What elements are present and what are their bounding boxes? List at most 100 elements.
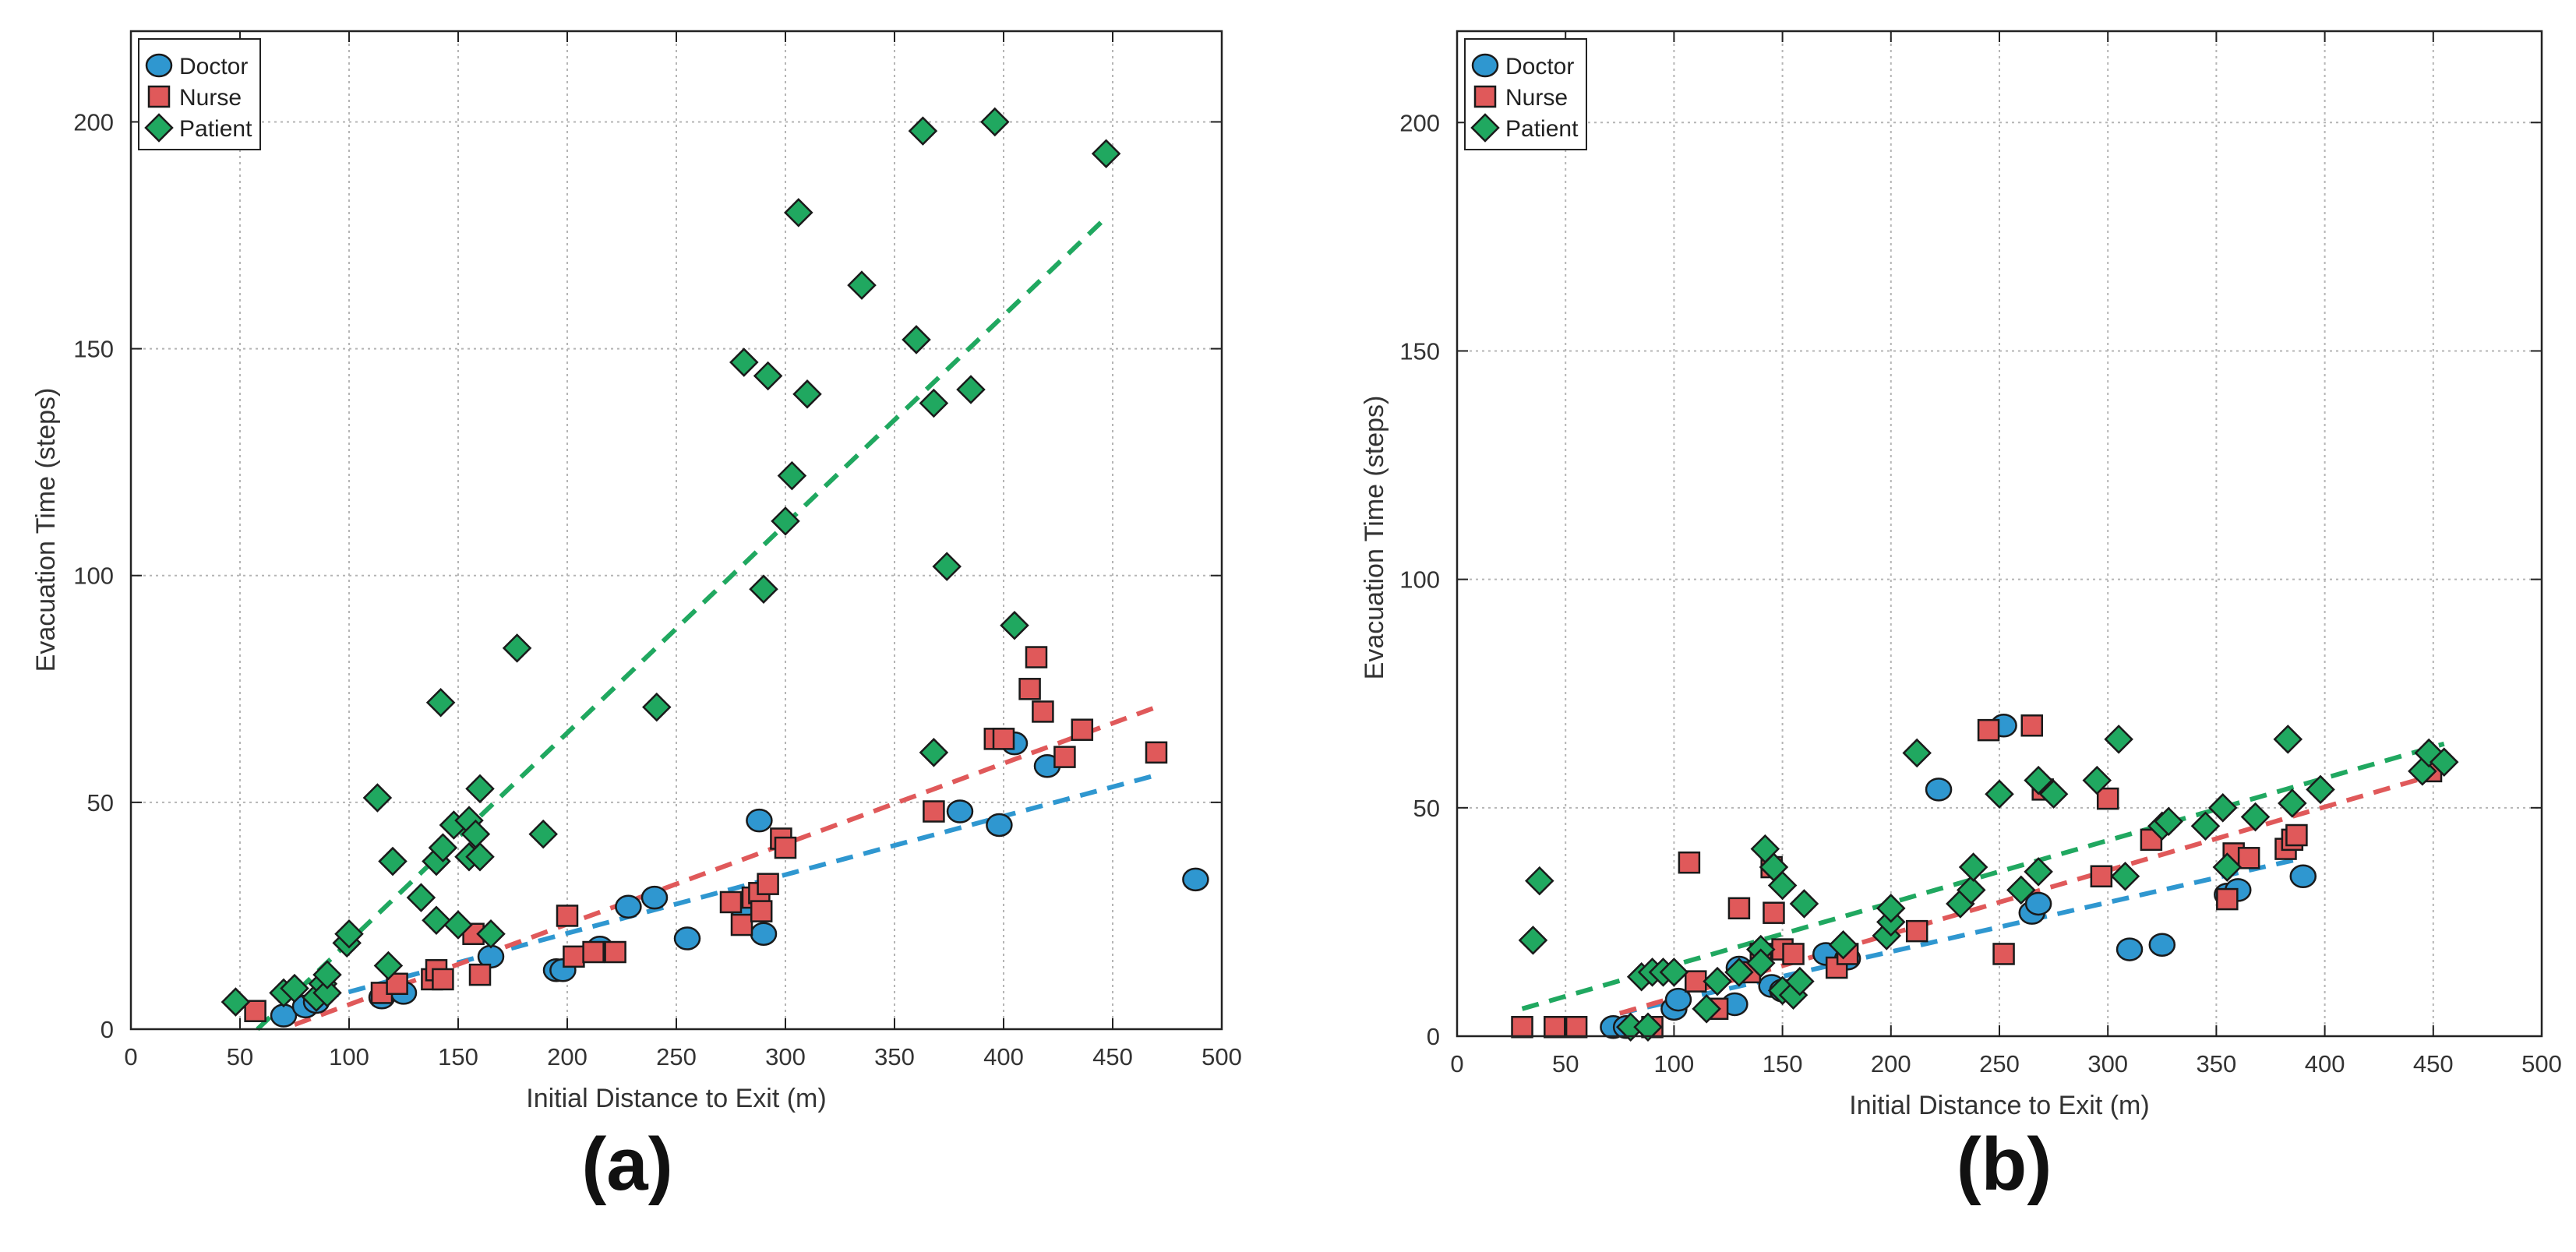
y-tick-label: 100: [73, 563, 114, 590]
x-tick-label: 500: [1202, 1043, 1242, 1070]
data-point-nurse: [1018, 678, 1041, 700]
data-point-patient: [1958, 852, 1988, 882]
x-tick-label: 400: [2305, 1050, 2345, 1077]
x-tick-label: 150: [1763, 1050, 1803, 1077]
data-point-doctor: [2115, 937, 2144, 961]
legend-marker-patient: [144, 113, 174, 143]
data-point-nurse: [992, 728, 1015, 750]
x-tick-label: 100: [1654, 1050, 1695, 1077]
data-point-nurse: [757, 873, 779, 895]
data-point-patient: [2024, 765, 2053, 795]
data-point-patient: [428, 833, 458, 862]
data-point-nurse: [1684, 970, 1707, 993]
data-point-doctor: [1182, 867, 1209, 892]
y-tick-label: 150: [73, 336, 114, 363]
data-point-patient: [792, 379, 822, 409]
x-tick-label: 200: [1871, 1050, 1911, 1077]
data-point-patient: [753, 361, 783, 391]
data-point-patient: [422, 905, 451, 936]
data-point-nurse: [1071, 718, 1094, 741]
legend-marker-nurse: [147, 85, 171, 108]
legend-label-nurse: Nurse: [179, 85, 242, 111]
x-tick-label: 400: [983, 1043, 1024, 1070]
data-point-patient: [2190, 811, 2221, 841]
y-tick-label: 150: [1399, 337, 1440, 365]
data-point-nurse: [1053, 746, 1076, 768]
data-point-patient: [476, 919, 506, 949]
data-point-patient: [465, 774, 495, 804]
data-point-patient: [221, 987, 251, 1017]
x-tick-label: 50: [227, 1043, 253, 1070]
x-tick-label: 0: [1450, 1050, 1463, 1077]
data-point-patient: [312, 978, 342, 1008]
data-point-patient: [2273, 725, 2303, 754]
data-point-patient: [362, 783, 393, 813]
data-point-patient: [1724, 958, 1754, 987]
chart-panel-b: 0 50 100 150 200 250 300 350 400 450 500 0 50 100 150 2…: [1360, 30, 2562, 1120]
trend-line-doctor: [1619, 855, 2304, 1016]
data-point-patient: [642, 692, 672, 722]
data-point-patient: [2154, 806, 2183, 837]
data-point-nurse: [1905, 919, 1928, 943]
data-point-patient: [2212, 852, 2243, 882]
data-point-doctor: [2024, 891, 2052, 916]
legend-label-doctor: Doctor: [1505, 54, 1574, 79]
data-point-patient: [425, 687, 456, 718]
data-point-nurse: [2237, 847, 2260, 869]
data-point-patient: [1985, 779, 2014, 809]
data-point-nurse: [774, 836, 797, 859]
x-tick-label: 150: [438, 1043, 478, 1070]
data-point-doctor: [946, 799, 974, 823]
legend: Doctor Nurse Patient: [1464, 38, 1587, 150]
legend-label-nurse: Nurse: [1505, 85, 1568, 111]
legend-marker-patient: [1470, 113, 1500, 143]
data-point-doctor: [2148, 933, 2176, 957]
data-point-nurse: [386, 972, 408, 996]
data-point-patient: [784, 198, 813, 227]
data-point-nurse: [923, 800, 945, 823]
data-point-nurse: [1565, 1016, 1588, 1039]
x-tick-label: 450: [1092, 1043, 1133, 1070]
legend-label-patient: Patient: [1505, 116, 1579, 142]
x-tick-label: 100: [329, 1043, 369, 1070]
data-point-patient: [1876, 894, 1906, 923]
x-tick-label: 250: [656, 1043, 697, 1070]
data-point-nurse: [2096, 787, 2119, 810]
x-axis-label: Initial Distance to Exit (m): [526, 1084, 826, 1113]
data-point-patient: [373, 950, 404, 981]
data-point-patient: [1518, 926, 1548, 955]
data-point-nurse: [1678, 851, 1701, 874]
data-point-doctor: [750, 922, 778, 946]
data-point-nurse: [2216, 887, 2239, 911]
data-point-patient: [1525, 866, 1554, 896]
data-point-patient: [729, 347, 759, 377]
series-nurse: [244, 646, 1168, 1022]
data-point-patient: [1091, 139, 1121, 168]
x-axis-label: Initial Distance to Exit (m): [1849, 1091, 2149, 1120]
legend-label-doctor: Doctor: [179, 54, 248, 79]
series-patient: [1518, 725, 2459, 1042]
data-point-doctor: [640, 885, 669, 910]
data-point-patient: [528, 819, 558, 849]
data-point-patient: [312, 960, 342, 989]
data-point-nurse: [1782, 943, 1805, 965]
data-point-doctor: [673, 926, 701, 950]
legend-marker-nurse: [1473, 85, 1497, 108]
data-point-patient: [1828, 929, 1858, 960]
x-tick-label: 300: [765, 1043, 806, 1070]
data-point-patient: [919, 388, 949, 418]
panel-label-a: (a): [581, 1123, 673, 1206]
data-point-patient: [1703, 966, 1732, 996]
trend-line-patient: [1521, 741, 2445, 1011]
series-patient: [221, 107, 1121, 1017]
data-point-nurse: [1977, 718, 2000, 742]
data-point-nurse: [1032, 700, 1054, 723]
data-point-nurse: [432, 968, 454, 991]
data-point-doctor: [746, 808, 773, 833]
data-point-patient: [1633, 1012, 1663, 1042]
data-point-patient: [2207, 793, 2238, 823]
data-point-doctor: [1925, 778, 1953, 802]
data-point-patient: [2278, 788, 2307, 818]
data-point-nurse: [1145, 741, 1168, 764]
y-axis-label: Evacuation Time (steps): [31, 388, 61, 672]
